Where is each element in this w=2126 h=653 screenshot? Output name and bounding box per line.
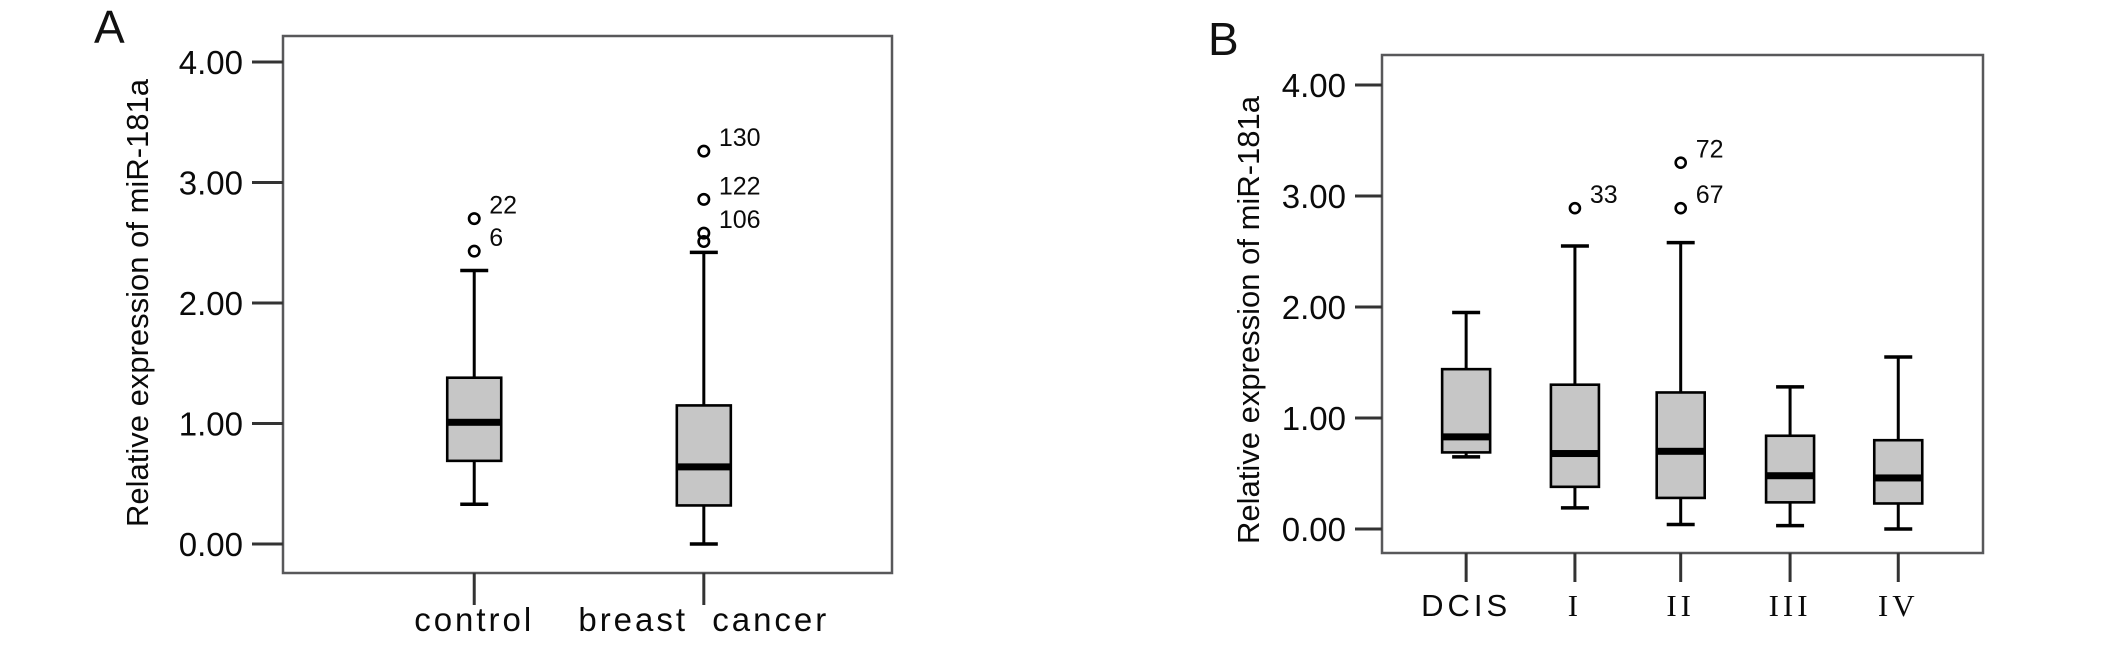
panel-a-ytick-label: 1.00	[179, 405, 243, 442]
outlier-label: 6	[489, 224, 503, 252]
panel-a-category-label: breast cancer	[578, 601, 829, 638]
box-breast-cancer: 130 122 106	[675, 124, 761, 546]
outlier-point	[467, 244, 481, 258]
iqr-box	[1655, 391, 1706, 500]
outlier-point	[697, 144, 711, 158]
outlier-label: 67	[1696, 181, 1724, 209]
panel-a-ytick-label: 0.00	[179, 526, 243, 563]
panel-b-category-label: I	[1568, 588, 1582, 623]
outlier-point	[697, 192, 711, 206]
iqr-box	[1872, 438, 1924, 505]
outlier-point	[1568, 201, 1582, 215]
panel-b-category-label: IV	[1878, 588, 1919, 623]
median-line	[1550, 450, 1599, 458]
outlier-label: 22	[489, 192, 517, 220]
panel-b-label: B	[1208, 13, 1239, 65]
box-ii: 72 67	[1655, 136, 1724, 527]
panel-b-ytick-label: 3.00	[1282, 178, 1346, 215]
iqr-box	[1764, 434, 1816, 504]
outlier-point	[1674, 156, 1687, 169]
panel-b-ytick-label: 1.00	[1282, 400, 1346, 437]
panel-a-plot: 0.00 1.00 2.00 3.00 4.00 Relative expression …	[120, 34, 894, 638]
outlier-label: 122	[719, 172, 761, 200]
outlier-point	[697, 226, 711, 240]
panel-b-ytick-label: 2.00	[1282, 289, 1346, 326]
panel-a-label: A	[94, 1, 125, 53]
box-i: 33	[1549, 181, 1618, 510]
panel-b-ylabel: Relative expression of miR-181a	[1231, 95, 1266, 544]
box-iv	[1872, 355, 1924, 531]
box-iii	[1764, 385, 1816, 528]
panel-b-plot: 0.00 1.00 2.00 3.00 4.00 Relative expression …	[1231, 53, 1985, 623]
box-control: 226	[445, 192, 517, 506]
panel-a-ylabel: Relative expression of miR-181a	[120, 78, 155, 527]
panel-b-ytick-label: 4.00	[1282, 67, 1346, 104]
median-line	[1442, 433, 1491, 441]
panel-b-frame	[1380, 53, 1985, 555]
outlier-label: 130	[719, 124, 761, 152]
outlier-point	[697, 235, 711, 249]
median-line	[1656, 447, 1705, 455]
panel-b-category-label: II	[1666, 588, 1695, 623]
panel-a-category-label: control	[414, 601, 534, 638]
panel-b-ytick-label: 0.00	[1282, 511, 1346, 548]
panel-a-ytick-label: 3.00	[179, 164, 243, 201]
iqr-box	[675, 404, 733, 507]
panel-a-ytick-label: 2.00	[179, 285, 243, 322]
outlier-point	[1674, 201, 1687, 215]
median-line	[447, 418, 502, 426]
median-line	[676, 463, 731, 471]
panel-a-frame	[281, 34, 894, 575]
panel-a-ytick-label: 4.00	[179, 44, 243, 81]
median-line	[1766, 472, 1815, 480]
panel-b-category-label: DCIS	[1421, 588, 1511, 623]
outlier-label: 33	[1590, 181, 1618, 209]
median-line	[1874, 474, 1923, 482]
panel-b-category-label: III	[1769, 588, 1812, 623]
iqr-box	[1549, 383, 1601, 489]
box-dcis	[1440, 310, 1492, 459]
outlier-label: 72	[1696, 136, 1724, 164]
outlier-point	[467, 212, 481, 226]
outlier-label: 106	[719, 206, 761, 234]
